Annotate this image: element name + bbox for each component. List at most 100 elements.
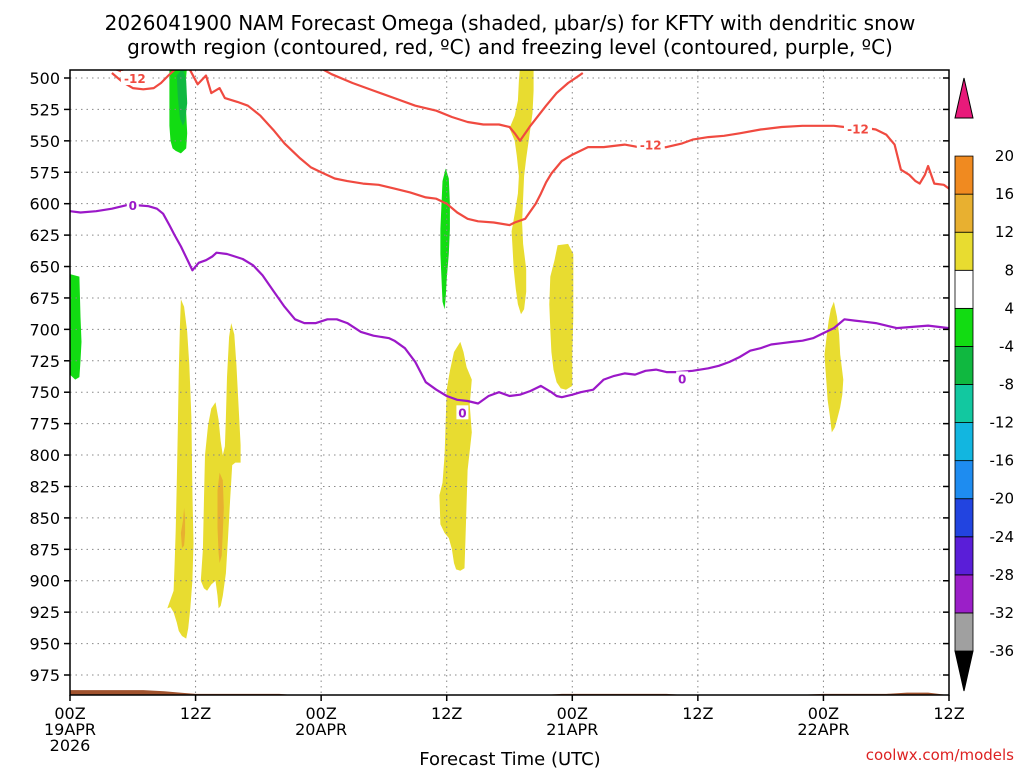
omega-shaded-region — [180, 507, 186, 549]
omega-shaded-region — [167, 299, 194, 639]
colorbar-level-label: -20 — [990, 490, 1015, 508]
contour-label: 0 — [458, 406, 466, 420]
colorbar-bin — [954, 422, 974, 462]
omega-shaded-region — [70, 274, 82, 380]
y-tick-label: 500 — [29, 69, 60, 88]
colorbar-level-label: 8 — [1004, 261, 1014, 279]
colorbar-bin — [954, 155, 974, 195]
contour-label-background — [843, 121, 872, 136]
omega-shaded-region — [176, 70, 188, 126]
colorbar-level-label: 20 — [995, 147, 1014, 165]
x-tick-label: 22APR — [797, 720, 849, 739]
omega-shaded-region — [509, 70, 534, 315]
colorbar-bin — [954, 346, 974, 385]
omega-shaded-region — [217, 472, 224, 564]
colorbar-level-label: 16 — [995, 185, 1014, 203]
y-tick-label: 575 — [29, 163, 60, 182]
x-tick-label: 00Z — [54, 704, 85, 723]
y-tick-label: 625 — [29, 226, 60, 245]
colorbar-bin — [954, 384, 974, 423]
contour-line — [321, 70, 584, 142]
omega-shaded-region — [200, 323, 241, 609]
colorbar-level-label: -24 — [990, 528, 1015, 546]
x-axis-label: Forecast Time (UTC) — [419, 749, 600, 768]
x-tick-label: 2026 — [50, 736, 91, 755]
omega-shaded-region — [824, 301, 844, 433]
y-tick-label: 775 — [29, 415, 60, 434]
omega-shaded-region — [549, 243, 574, 390]
y-tick-label: 800 — [29, 446, 60, 465]
colorbar: -36 -32 -28 -24 -20 -16 -12 -8 -4 4 8 12 16 20 — [954, 77, 1015, 692]
grid-lines — [69, 70, 950, 695]
colorbar-bin — [954, 498, 974, 538]
x-tick-label: 00Z — [305, 704, 336, 723]
colorbar-bin — [954, 269, 974, 309]
x-tick-label: 00Z — [557, 704, 588, 723]
x-tick-label: 19APR — [44, 720, 96, 739]
colorbar-over-triangle — [954, 77, 974, 119]
x-tick-label: 12Z — [431, 704, 462, 723]
contour-lines — [70, 70, 949, 405]
colorbar-level-label: 12 — [995, 223, 1014, 241]
omega-shaded-region — [439, 341, 472, 571]
colorbar-bin — [954, 307, 974, 347]
colorbar-bin — [954, 536, 974, 576]
plot-frame — [69, 69, 950, 696]
omega-shading — [70, 70, 844, 639]
x-tick-label: 00Z — [808, 704, 839, 723]
y-tick-label: 950 — [29, 635, 60, 654]
y-tick-label: 925 — [29, 603, 60, 622]
contour-label: 0 — [129, 199, 137, 213]
contour-line — [70, 203, 949, 405]
colorbar-level-label: -36 — [990, 642, 1015, 660]
contour-labels: -12 -12 -12 0 0 0 — [120, 71, 872, 420]
contour-label: -12 — [847, 122, 869, 136]
colorbar-level-label: -16 — [990, 452, 1015, 470]
contour-label-background — [456, 405, 469, 420]
y-tick-label: 725 — [29, 352, 60, 371]
colorbar-level-label: -28 — [990, 566, 1015, 584]
chart-title-line-1: 2026041900 NAM Forecast Omega (shaded, μ… — [105, 11, 916, 35]
contour-label-background — [120, 71, 149, 85]
omega-shaded-region — [440, 168, 450, 310]
colorbar-under-triangle — [954, 650, 974, 692]
contour-label-background — [126, 197, 139, 212]
colorbar-level-label: -12 — [990, 414, 1015, 432]
contour-label-background — [636, 137, 665, 152]
y-tick-label: 825 — [29, 477, 60, 496]
colorbar-bin — [954, 612, 974, 652]
y-tick-label: 675 — [29, 289, 60, 308]
y-tick-label: 650 — [29, 258, 60, 277]
y-tick-label: 550 — [29, 132, 60, 151]
x-tick-label: 12Z — [933, 704, 964, 723]
colorbar-bin — [954, 574, 974, 614]
contour-label-background — [676, 371, 689, 386]
contour-label: -12 — [640, 139, 662, 153]
chart-title-line-2: growth region (contoured, red, ºC) and f… — [127, 35, 893, 59]
contour-label: 0 — [678, 372, 686, 386]
y-tick-label: 600 — [29, 195, 60, 214]
colorbar-bin — [954, 231, 974, 271]
y-tick-label: 700 — [29, 320, 60, 339]
y-tick-label: 750 — [29, 383, 60, 402]
contour-label: -12 — [124, 72, 146, 86]
credit-text: coolwx.com/models — [866, 746, 1014, 764]
x-tick-label: 12Z — [180, 704, 211, 723]
colorbar-bin — [954, 460, 974, 500]
y-tick-label: 875 — [29, 540, 60, 559]
x-tick-label: 20APR — [295, 720, 347, 739]
colorbar-level-label: -4 — [999, 337, 1014, 355]
y-tick-label: 975 — [29, 666, 60, 685]
colorbar-level-label: -8 — [999, 376, 1014, 394]
colorbar-bin — [954, 193, 974, 233]
x-tick-label: 12Z — [682, 704, 713, 723]
y-tick-label: 525 — [29, 100, 60, 119]
x-tick-label: 21APR — [546, 720, 598, 739]
y-axis-ticks: 500 525 550 575 600 625 650 675 700 725 750 775 800 8… — [29, 69, 949, 685]
colorbar-level-label: 4 — [1004, 299, 1014, 317]
y-tick-label: 900 — [29, 572, 60, 591]
colorbar-level-label: -32 — [990, 604, 1015, 622]
y-tick-label: 850 — [29, 509, 60, 528]
